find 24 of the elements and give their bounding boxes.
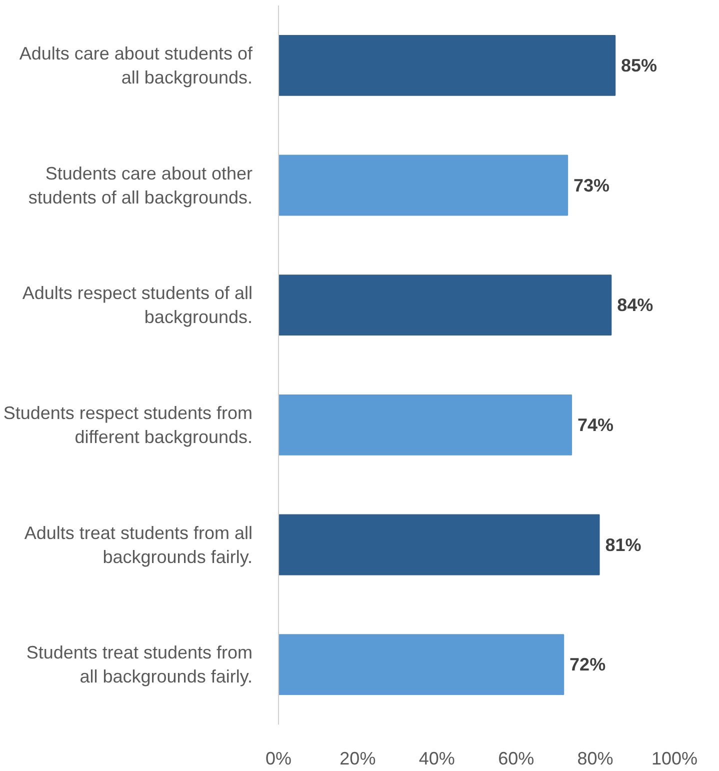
x-tick-label: 100% [651, 748, 698, 768]
bar [278, 34, 616, 96]
y-tick-label: Adults care about students of all backgrounds. [19, 43, 254, 88]
bar [278, 394, 572, 456]
y-tick-label: Students treat students from all backgrounds fairly. [26, 642, 253, 687]
data-label: 73% [574, 175, 610, 196]
y-tick-label: Adults treat students from all backgrounds fairly. [24, 522, 253, 567]
bar [278, 634, 564, 696]
y-tick-label: Students respect students from different backgrounds. [3, 402, 253, 447]
x-tick-label: 60% [498, 748, 534, 768]
data-label: 74% [577, 414, 614, 435]
bar [278, 514, 600, 576]
data-label: 85% [621, 55, 658, 76]
x-tick-label: 0% [265, 748, 292, 768]
data-label: 84% [617, 295, 654, 316]
data-label: 81% [605, 534, 642, 555]
x-tick-label: 80% [577, 748, 614, 768]
x-tick-label: 20% [340, 748, 376, 768]
data-label: 72% [570, 654, 606, 675]
bar [278, 154, 568, 216]
y-tick-label: Adults respect students of all backgrounds. [22, 283, 253, 328]
y-tick-label: Students care about other students of all backgrounds. [28, 163, 253, 208]
bar [278, 274, 612, 336]
x-tick-label: 40% [418, 748, 455, 768]
